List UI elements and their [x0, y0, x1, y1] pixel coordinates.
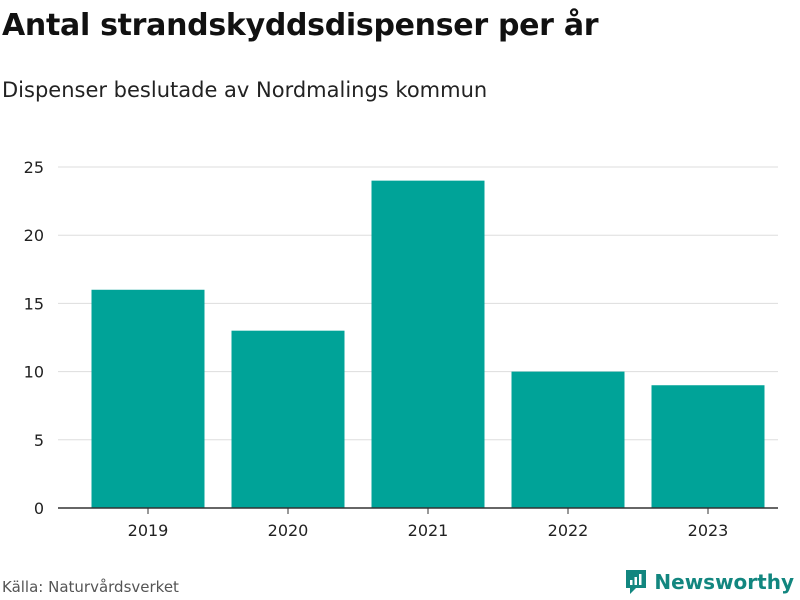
chart-title: Antal strandskyddsdispenser per år — [2, 8, 599, 43]
x-tick-label: 2023 — [688, 521, 729, 540]
y-axis-ticks: 0 5 10 15 20 25 — [24, 158, 44, 518]
bar-2023[interactable] — [651, 385, 765, 508]
bar-2020[interactable] — [231, 330, 345, 508]
bar-2019[interactable] — [91, 289, 205, 508]
x-tick-label: 2022 — [548, 521, 589, 540]
y-tick-label: 5 — [34, 431, 44, 450]
y-tick-label: 15 — [24, 294, 44, 313]
x-tick-label: 2019 — [128, 521, 169, 540]
y-tick-label: 20 — [24, 226, 44, 245]
brand-logo[interactable]: Newsworthy — [624, 568, 794, 596]
x-tick-label: 2021 — [408, 521, 449, 540]
y-tick-label: 10 — [24, 363, 44, 382]
x-tick-label: 2020 — [268, 521, 309, 540]
bar-2021[interactable] — [371, 180, 485, 508]
bars — [91, 180, 765, 508]
source-note: Källa: Naturvårdsverket — [2, 578, 179, 596]
y-tick-label: 0 — [34, 499, 44, 518]
brand-name: Newsworthy — [654, 570, 794, 594]
chart-subtitle: Dispenser beslutade av Nordmalings kommu… — [2, 78, 488, 102]
y-tick-label: 25 — [24, 158, 44, 177]
newsworthy-logo-icon — [626, 570, 647, 594]
x-axis-ticks: 2019 2020 2021 2022 2023 — [58, 507, 778, 540]
bar-2022[interactable] — [511, 371, 625, 508]
